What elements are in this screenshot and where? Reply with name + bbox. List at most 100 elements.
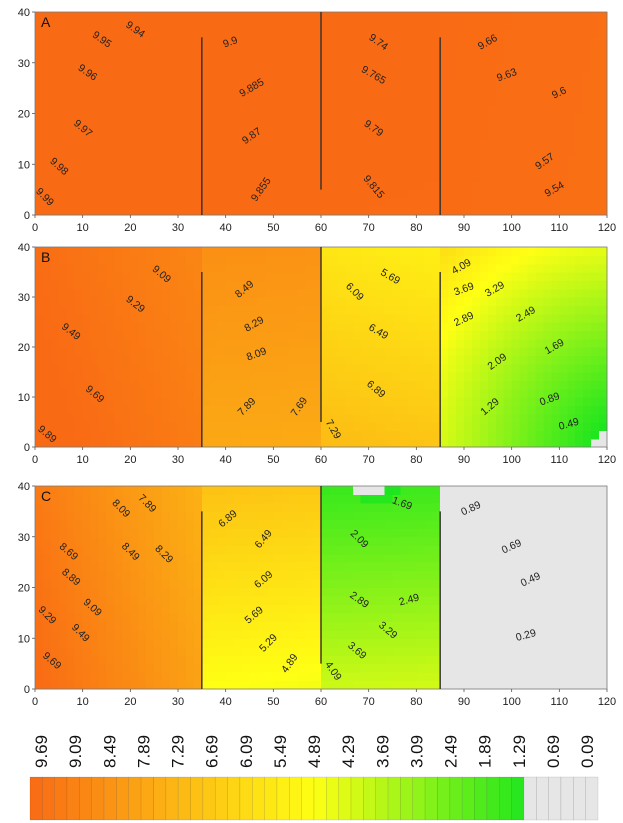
- field-cell: [225, 438, 235, 448]
- field-cell: [154, 519, 163, 529]
- field-cell: [90, 12, 100, 22]
- field-cell: [471, 655, 481, 665]
- field-cell: [233, 397, 243, 406]
- field-cell: [464, 388, 473, 398]
- field-cell: [575, 247, 584, 256]
- field-cell: [74, 121, 84, 132]
- field-cell: [503, 206, 513, 216]
- field-cell: [90, 347, 100, 356]
- field-cell: [344, 189, 354, 199]
- field-cell: [122, 347, 131, 356]
- field-cell: [591, 422, 600, 431]
- field-cell: [146, 494, 155, 504]
- field-cell: [336, 570, 346, 580]
- field-cell: [50, 612, 60, 622]
- field-cell: [448, 486, 457, 496]
- field-cell: [90, 519, 100, 529]
- field-cell: [376, 570, 386, 580]
- field-cell: [241, 413, 251, 423]
- field-cell: [448, 255, 457, 265]
- field-cell: [599, 397, 608, 406]
- field-cell: [352, 405, 362, 415]
- field-cell: [249, 313, 259, 323]
- field-cell: [289, 372, 298, 381]
- field-cell: [35, 71, 44, 81]
- field-cell: [265, 363, 274, 373]
- field-cell: [265, 79, 274, 89]
- field-cell: [265, 206, 274, 216]
- field-cell: [352, 172, 362, 182]
- field-cell: [519, 313, 529, 323]
- field-cell: [575, 363, 584, 373]
- field-cell: [281, 305, 290, 315]
- field-cell: [456, 28, 465, 38]
- field-cell: [328, 313, 338, 323]
- field-cell: [273, 280, 282, 290]
- field-cell: [487, 62, 497, 72]
- field-cell: [170, 536, 179, 546]
- field-cell: [328, 629, 338, 639]
- field-cell: [305, 545, 314, 555]
- field-cell: [591, 181, 600, 191]
- field-cell: [551, 438, 560, 448]
- field-cell: [66, 388, 76, 398]
- field-cell: [50, 164, 60, 174]
- field-cell: [162, 438, 171, 448]
- field-cell: [146, 587, 155, 597]
- field-cell: [170, 155, 179, 165]
- field-cell: [456, 494, 465, 504]
- field-cell: [146, 105, 155, 115]
- field-cell: [392, 113, 402, 123]
- field-cell: [321, 155, 330, 165]
- field-cell: [408, 519, 417, 529]
- field-cell: [495, 138, 505, 148]
- field-cell: [432, 405, 441, 415]
- field-cell: [209, 322, 219, 331]
- field-cell: [543, 397, 552, 406]
- field-cell: [257, 672, 266, 682]
- field-cell: [146, 147, 155, 157]
- field-cell: [146, 45, 155, 55]
- field-cell: [487, 680, 497, 690]
- field-cell: [257, 363, 266, 373]
- field-cell: [162, 380, 171, 390]
- field-cell: [360, 579, 370, 589]
- field-cell: [599, 79, 608, 89]
- field-cell: [201, 587, 211, 597]
- field-cell: [448, 130, 457, 140]
- field-cell: [479, 413, 489, 423]
- field-cell: [106, 280, 116, 290]
- field-cell: [82, 672, 92, 682]
- field-cell: [209, 646, 219, 656]
- field-cell: [551, 372, 560, 381]
- field-cell: [146, 330, 155, 340]
- field-cell: [336, 189, 346, 199]
- field-cell: [74, 330, 84, 340]
- field-cell: [170, 646, 179, 656]
- field-cell: [130, 545, 139, 555]
- field-cell: [233, 486, 243, 496]
- field-cell: [471, 347, 481, 356]
- field-cell: [297, 37, 306, 47]
- field-cell: [440, 198, 449, 208]
- field-cell: [42, 330, 52, 340]
- field-cell: [82, 247, 92, 256]
- field-cell: [471, 88, 481, 98]
- field-cell: [193, 121, 203, 132]
- field-cell: [35, 45, 44, 55]
- field-cell: [487, 263, 497, 273]
- field-cell: [543, 322, 552, 331]
- field-cell: [257, 438, 266, 448]
- field-cell: [551, 380, 560, 390]
- field-cell: [527, 79, 537, 89]
- field-cell: [432, 263, 441, 273]
- field-cell: [503, 272, 513, 281]
- field-cell: [289, 519, 298, 529]
- field-cell: [487, 172, 497, 182]
- field-cell: [233, 363, 243, 373]
- field-cell: [567, 272, 576, 281]
- field-cell: [448, 646, 457, 656]
- field-cell: [599, 413, 608, 423]
- field-cell: [130, 405, 139, 415]
- field-cell: [225, 519, 235, 529]
